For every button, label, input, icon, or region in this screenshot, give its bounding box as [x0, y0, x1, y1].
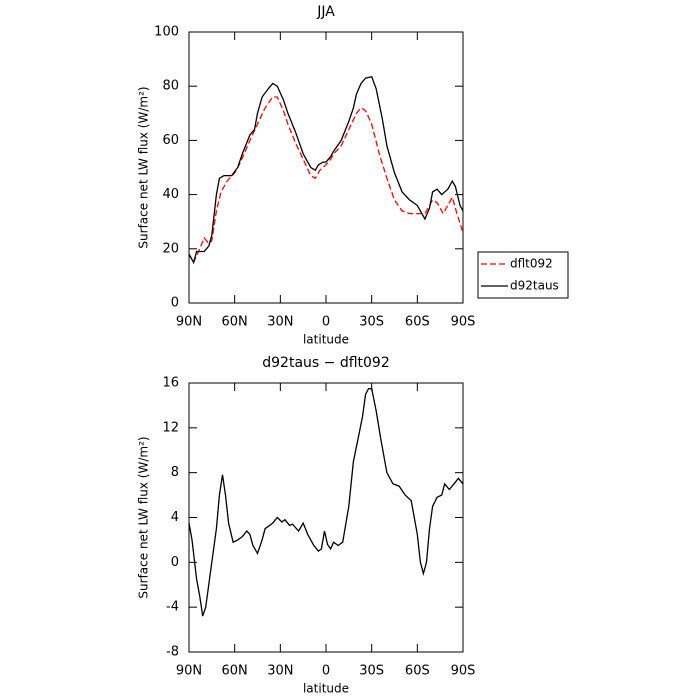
- y-tick-label: 12: [162, 420, 179, 435]
- y-tick-label: -8: [166, 645, 179, 660]
- y-tick-label: 8: [171, 465, 179, 480]
- x-tick-label: 90S: [451, 664, 476, 679]
- x-tick-label: 0: [322, 664, 330, 679]
- x-tick-label: 60N: [222, 315, 248, 330]
- x-tick-label: 0: [322, 315, 330, 330]
- legend-box: [477, 251, 569, 299]
- plot-frame: [188, 382, 464, 653]
- plot-frame: [188, 31, 464, 304]
- y-axis-label: Surface net LW flux (W/m²): [137, 86, 151, 248]
- y-tick-label: 40: [162, 187, 179, 202]
- x-tick-label: 60S: [405, 315, 430, 330]
- x-tick-label: 90N: [176, 315, 202, 330]
- y-tick-label: -4: [166, 600, 179, 615]
- y-tick-label: 60: [162, 133, 179, 148]
- x-tick-label: 90N: [176, 664, 202, 679]
- legend-label: d92taus: [510, 279, 559, 293]
- x-tick-label: 60N: [222, 664, 248, 679]
- y-tick-label: 16: [162, 376, 179, 391]
- y-tick-label: 80: [162, 79, 179, 94]
- x-tick-label: 60S: [405, 664, 430, 679]
- data-line: [188, 387, 464, 617]
- x-tick-label: 30S: [359, 664, 384, 679]
- x-tick-label: 30N: [267, 664, 293, 679]
- chart-title: JJA: [316, 4, 335, 20]
- x-axis-label: latitude: [303, 333, 349, 347]
- x-tick-label: 90S: [451, 315, 476, 330]
- y-axis-label: Surface net LW flux (W/m²): [137, 436, 151, 598]
- y-tick-label: 100: [154, 25, 179, 40]
- legend-label: dflt092: [510, 257, 553, 271]
- chart-title: d92taus − dflt092: [262, 355, 389, 371]
- y-tick-label: 0: [171, 555, 179, 570]
- x-axis-label: latitude: [303, 682, 349, 696]
- y-tick-label: 4: [171, 510, 179, 525]
- y-tick-label: 20: [162, 241, 179, 256]
- x-tick-label: 30N: [267, 315, 293, 330]
- y-tick-label: 0: [171, 296, 179, 311]
- x-tick-label: 30S: [359, 315, 384, 330]
- data-line: [188, 75, 464, 265]
- data-line: [188, 96, 464, 264]
